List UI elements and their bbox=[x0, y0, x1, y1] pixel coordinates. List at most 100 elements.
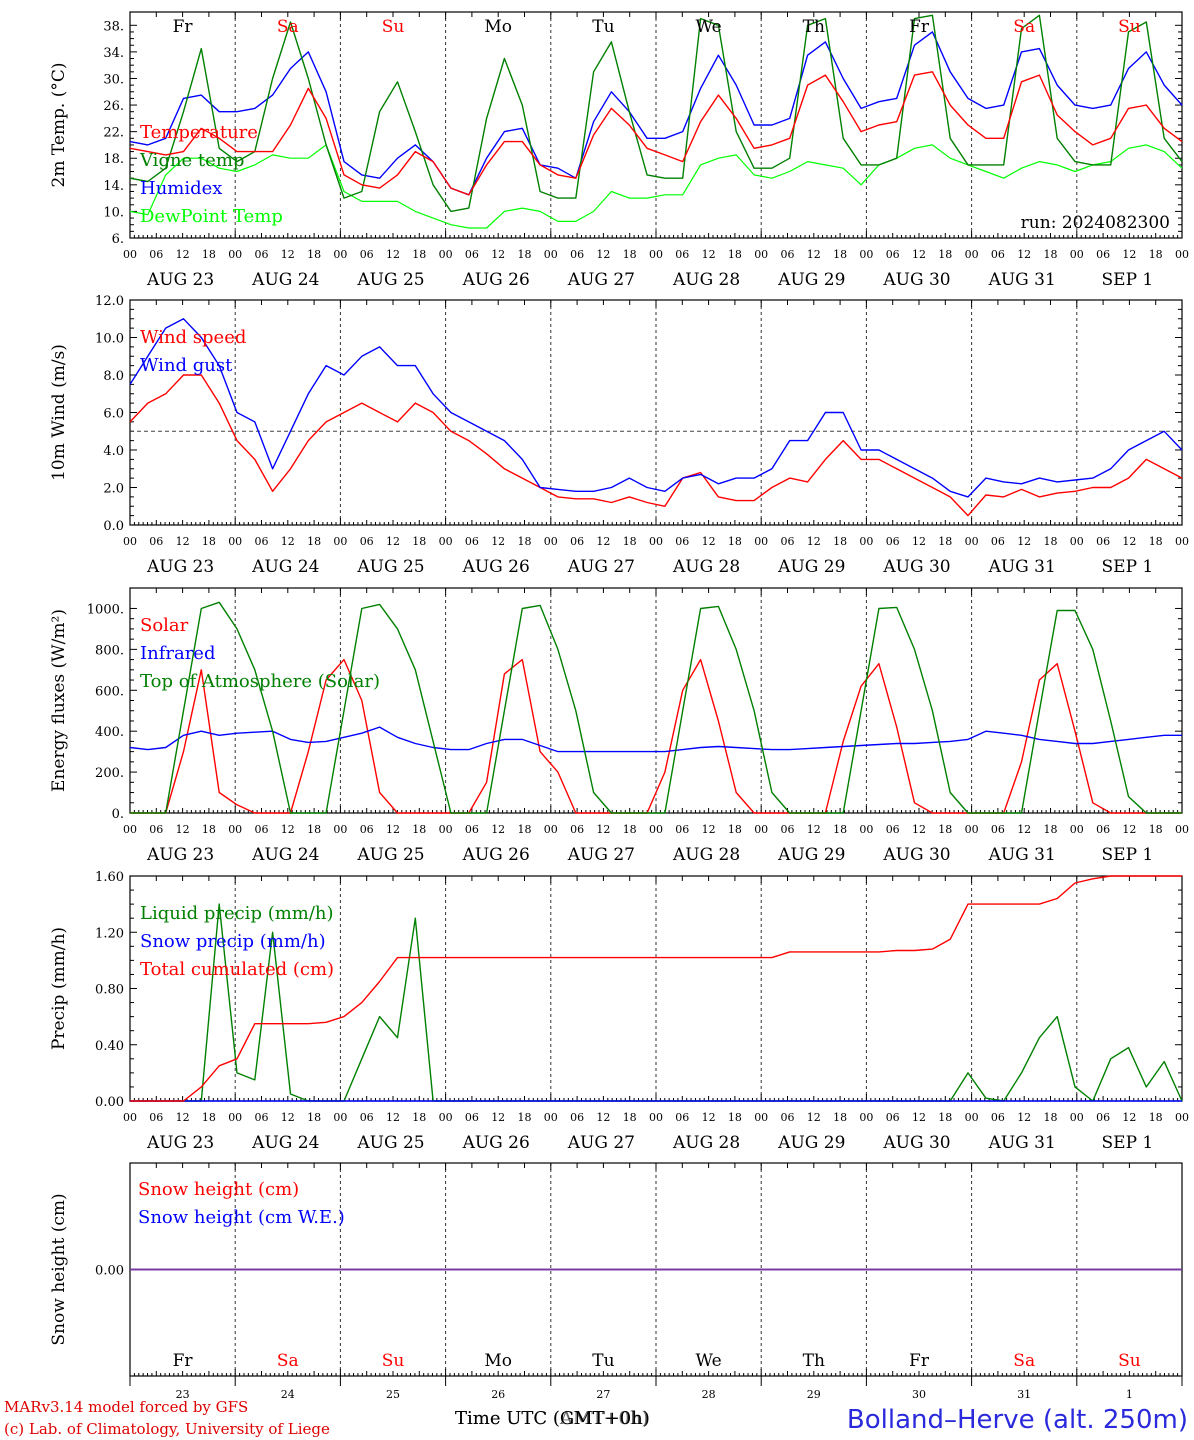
hour-label: 06 bbox=[465, 1111, 479, 1124]
hour-label: 06 bbox=[570, 535, 584, 548]
date-label: AUG 24 bbox=[251, 557, 319, 577]
hour-label: 00 bbox=[649, 248, 663, 261]
hour-label: 12 bbox=[596, 823, 610, 836]
legend-entry: Snow precip (mm/h) bbox=[140, 931, 326, 952]
date-label: AUG 24 bbox=[251, 1133, 319, 1153]
hour-label: 18 bbox=[623, 535, 637, 548]
weekday-label: Su bbox=[1118, 17, 1141, 37]
hour-label: 18 bbox=[518, 823, 532, 836]
hour-label: 18 bbox=[202, 1111, 216, 1124]
day-number-label: 24 bbox=[281, 1388, 295, 1401]
hour-label: 18 bbox=[728, 535, 742, 548]
hour-label: 18 bbox=[623, 1111, 637, 1124]
series-line-1-3 bbox=[129, 31, 1183, 196]
hour-label: 18 bbox=[1044, 535, 1058, 548]
y-tick-label: 200. bbox=[95, 766, 124, 781]
hour-label: 00 bbox=[1175, 248, 1189, 261]
y-tick-label: 14. bbox=[103, 179, 124, 194]
hour-label: 06 bbox=[1096, 248, 1110, 261]
hour-label: 12 bbox=[281, 823, 295, 836]
hour-label: 12 bbox=[386, 1111, 400, 1124]
hour-label: 06 bbox=[991, 535, 1005, 548]
hour-label: 12 bbox=[1122, 248, 1136, 261]
footer: MARv3.14 model forced by GFS (c) Lab. of… bbox=[4, 1398, 1188, 1438]
hour-label: 18 bbox=[202, 535, 216, 548]
date-label: AUG 27 bbox=[567, 270, 635, 290]
series-line-3-3 bbox=[130, 601, 1182, 814]
series-line-4-3 bbox=[130, 875, 1182, 1102]
y-tick-label: 600. bbox=[95, 684, 124, 699]
hour-label: 00 bbox=[859, 248, 873, 261]
hour-label: 00 bbox=[754, 248, 768, 261]
y-tick-label: 0.40 bbox=[95, 1039, 124, 1054]
weekday-label-bottom: Fr bbox=[909, 1351, 930, 1371]
date-label: AUG 30 bbox=[882, 270, 950, 290]
hour-label: 06 bbox=[360, 823, 374, 836]
series-line-1-4 bbox=[129, 144, 1183, 229]
date-label: AUG 28 bbox=[672, 1133, 740, 1153]
y-tick-label: 18. bbox=[103, 152, 124, 167]
date-label: AUG 30 bbox=[882, 557, 950, 577]
date-label: AUG 31 bbox=[988, 845, 1056, 865]
weekday-label: Fr bbox=[173, 17, 194, 37]
legend-entry: Humidex bbox=[140, 178, 222, 199]
day-number-label: 29 bbox=[807, 1388, 821, 1401]
date-label: AUG 23 bbox=[146, 845, 214, 865]
hour-label: 06 bbox=[1096, 1111, 1110, 1124]
weekday-label-bottom: Sa bbox=[1013, 1351, 1035, 1371]
date-label: AUG 28 bbox=[672, 270, 740, 290]
hour-label: 12 bbox=[386, 535, 400, 548]
hour-label: 06 bbox=[675, 248, 689, 261]
hour-label: 06 bbox=[149, 535, 163, 548]
series-line-2-2 bbox=[129, 318, 1183, 498]
hour-label: 06 bbox=[886, 535, 900, 548]
date-label: AUG 30 bbox=[882, 845, 950, 865]
weekday-label-bottom: Mo bbox=[484, 1351, 512, 1371]
y-axis-label: Precip (mm/h) bbox=[49, 927, 69, 1050]
date-label: AUG 25 bbox=[356, 845, 424, 865]
date-label: AUG 24 bbox=[251, 845, 319, 865]
hour-label: 00 bbox=[123, 823, 137, 836]
hour-label: 06 bbox=[1096, 535, 1110, 548]
date-label: AUG 26 bbox=[462, 557, 530, 577]
hour-label: 00 bbox=[439, 1111, 453, 1124]
legend-entry: Infrared bbox=[140, 643, 215, 664]
hour-label: 06 bbox=[675, 535, 689, 548]
y-tick-label: 38. bbox=[103, 19, 124, 34]
hour-label: 00 bbox=[649, 823, 663, 836]
hour-label: 12 bbox=[386, 248, 400, 261]
date-label: AUG 24 bbox=[251, 270, 319, 290]
hour-label: 18 bbox=[202, 823, 216, 836]
weekday-label-bottom: Sa bbox=[277, 1351, 299, 1371]
date-label: AUG 23 bbox=[146, 270, 214, 290]
y-tick-label: 26. bbox=[103, 99, 124, 114]
hour-label: 00 bbox=[1070, 535, 1084, 548]
hour-label: 00 bbox=[754, 823, 768, 836]
y-tick-label: 1.20 bbox=[95, 926, 124, 941]
hour-label: 00 bbox=[649, 535, 663, 548]
hour-label: 06 bbox=[255, 248, 269, 261]
hour-label: 12 bbox=[386, 823, 400, 836]
hour-label: 12 bbox=[281, 535, 295, 548]
hour-label: 18 bbox=[307, 823, 321, 836]
hour-label: 12 bbox=[491, 1111, 505, 1124]
hour-label: 12 bbox=[281, 248, 295, 261]
legend-entry: Snow height (cm W.E.) bbox=[138, 1207, 345, 1228]
hour-label: 18 bbox=[202, 248, 216, 261]
y-axis-label: 2m Temp. (°C) bbox=[49, 62, 69, 187]
weekday-label: Sa bbox=[1013, 17, 1035, 37]
hour-label: 06 bbox=[255, 535, 269, 548]
hour-label: 18 bbox=[833, 1111, 847, 1124]
date-label: AUG 26 bbox=[462, 1133, 530, 1153]
hour-label: 00 bbox=[439, 535, 453, 548]
legend-entry: Temperature bbox=[140, 122, 258, 143]
date-label: SEP 1 bbox=[1102, 1133, 1154, 1153]
y-tick-label: 1000. bbox=[87, 602, 124, 617]
y-tick-label: 4.0 bbox=[103, 444, 124, 459]
y-tick-label: 30. bbox=[103, 72, 124, 87]
hour-label: 18 bbox=[623, 248, 637, 261]
weekday-label: Su bbox=[382, 17, 405, 37]
hour-label: 00 bbox=[123, 535, 137, 548]
day-number-label: 1 bbox=[1126, 1388, 1133, 1401]
